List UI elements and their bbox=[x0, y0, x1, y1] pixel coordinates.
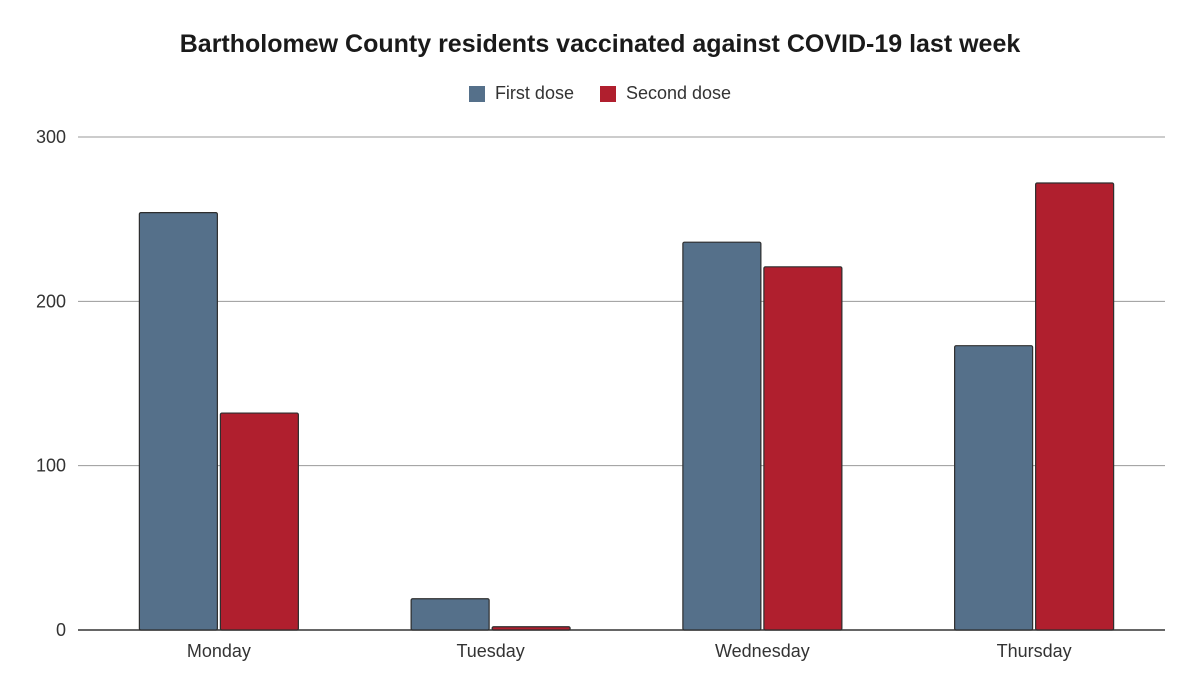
legend-swatch-first-dose bbox=[468, 85, 485, 102]
x-tick-label: Thursday bbox=[997, 641, 1072, 661]
legend-entry-first-dose: First dose bbox=[468, 83, 574, 104]
bar-first-dose-monday bbox=[138, 211, 218, 631]
bar-first-dose-tuesday bbox=[410, 598, 490, 631]
y-tick-label: 300 bbox=[36, 127, 66, 147]
x-tick-label: Monday bbox=[187, 641, 251, 661]
bar-first-dose-thursday bbox=[954, 345, 1034, 631]
legend-label-second-dose: Second dose bbox=[625, 83, 732, 103]
x-tick-label: Tuesday bbox=[456, 641, 524, 661]
y-tick-label: 200 bbox=[36, 291, 66, 311]
x-tick-label: Wednesday bbox=[715, 641, 810, 661]
legend-swatch-second-dose bbox=[599, 85, 616, 102]
bar-second-dose-thursday bbox=[1035, 182, 1115, 631]
legend-entry-second-dose: Second dose bbox=[599, 83, 732, 104]
bar-second-dose-monday bbox=[219, 412, 299, 631]
legend: First dose Second dose bbox=[0, 83, 1200, 104]
y-tick-label: 100 bbox=[36, 456, 66, 476]
y-tick-label: 0 bbox=[56, 620, 66, 640]
legend-label-first-dose: First dose bbox=[494, 83, 574, 103]
bar-second-dose-tuesday bbox=[491, 626, 571, 631]
chart-title: Bartholomew County residents vaccinated … bbox=[179, 30, 1021, 58]
bar-second-dose-wednesday bbox=[763, 266, 843, 631]
bar-first-dose-wednesday bbox=[682, 241, 762, 631]
